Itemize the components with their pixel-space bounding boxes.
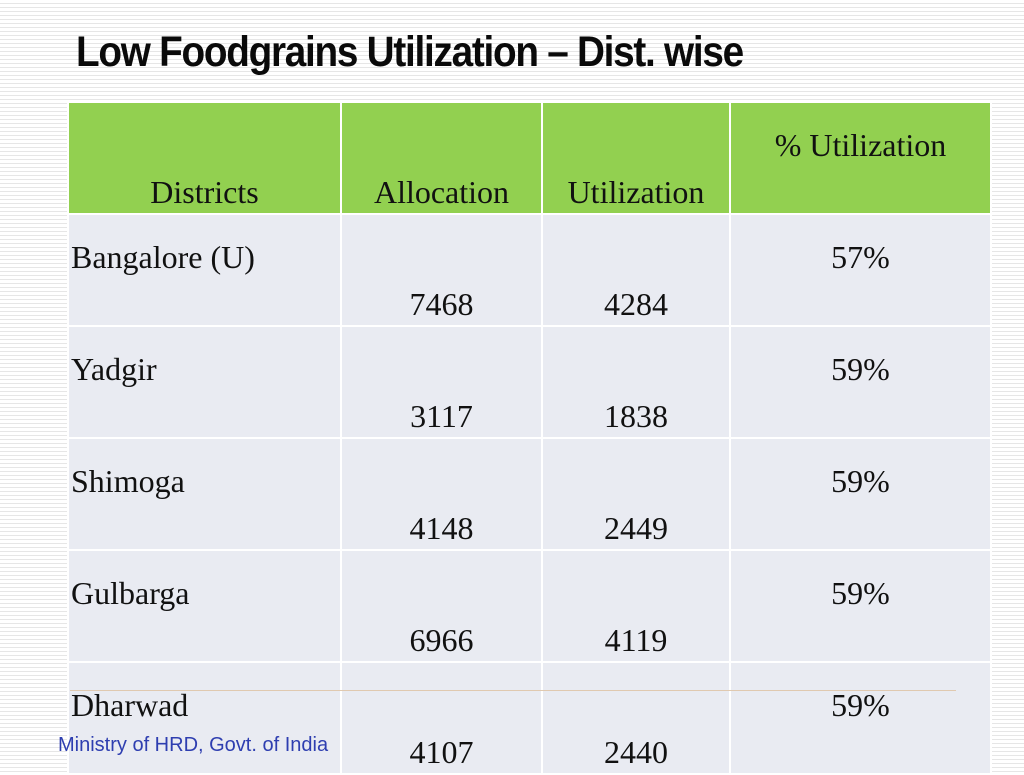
allocation-cell: 4107 [340,661,543,775]
allocation-cell: 6966 [340,549,543,663]
utilization-cell: 4119 [541,549,731,663]
district-cell: Gulbarga [67,549,342,663]
header-utilization: Utilization [541,101,731,215]
footer-ministry-text: Ministry of HRD, Govt. of India [58,734,329,756]
utilization-cell: 4284 [541,213,731,327]
utilization-table: Districts Allocation Utilization % Utili… [67,101,992,775]
utilization-cell: 2449 [541,437,731,551]
header-districts: Districts [67,101,342,215]
percent-cell: 59% [729,437,992,551]
slide-title: Low Foodgrains Utilization – Dist. wise [76,28,744,76]
table-header-row: Districts Allocation Utilization % Utili… [67,101,992,215]
table-row: Bangalore (U) 7468 4284 57% [67,213,992,327]
percent-cell: 59% [729,549,992,663]
allocation-cell: 7468 [340,213,543,327]
district-cell: Yadgir [67,325,342,439]
table-row: Yadgir 3117 1838 59% [67,325,992,439]
district-cell: Dharwad [67,661,342,775]
percent-cell: 57% [729,213,992,327]
header-allocation: Allocation [340,101,543,215]
district-cell: Bangalore (U) [67,213,342,327]
header-percent-utilization: % Utilization [729,101,992,215]
allocation-cell: 4148 [340,437,543,551]
utilization-cell: 1838 [541,325,731,439]
utilization-cell: 2440 [541,661,731,775]
percent-cell: 59% [729,661,992,775]
table-row: Gulbarga 6966 4119 59% [67,549,992,663]
allocation-cell: 3117 [340,325,543,439]
footer-divider [70,690,956,691]
percent-cell: 59% [729,325,992,439]
table-row: Dharwad 4107 2440 59% [67,661,992,775]
table-row: Shimoga 4148 2449 59% [67,437,992,551]
district-cell: Shimoga [67,437,342,551]
